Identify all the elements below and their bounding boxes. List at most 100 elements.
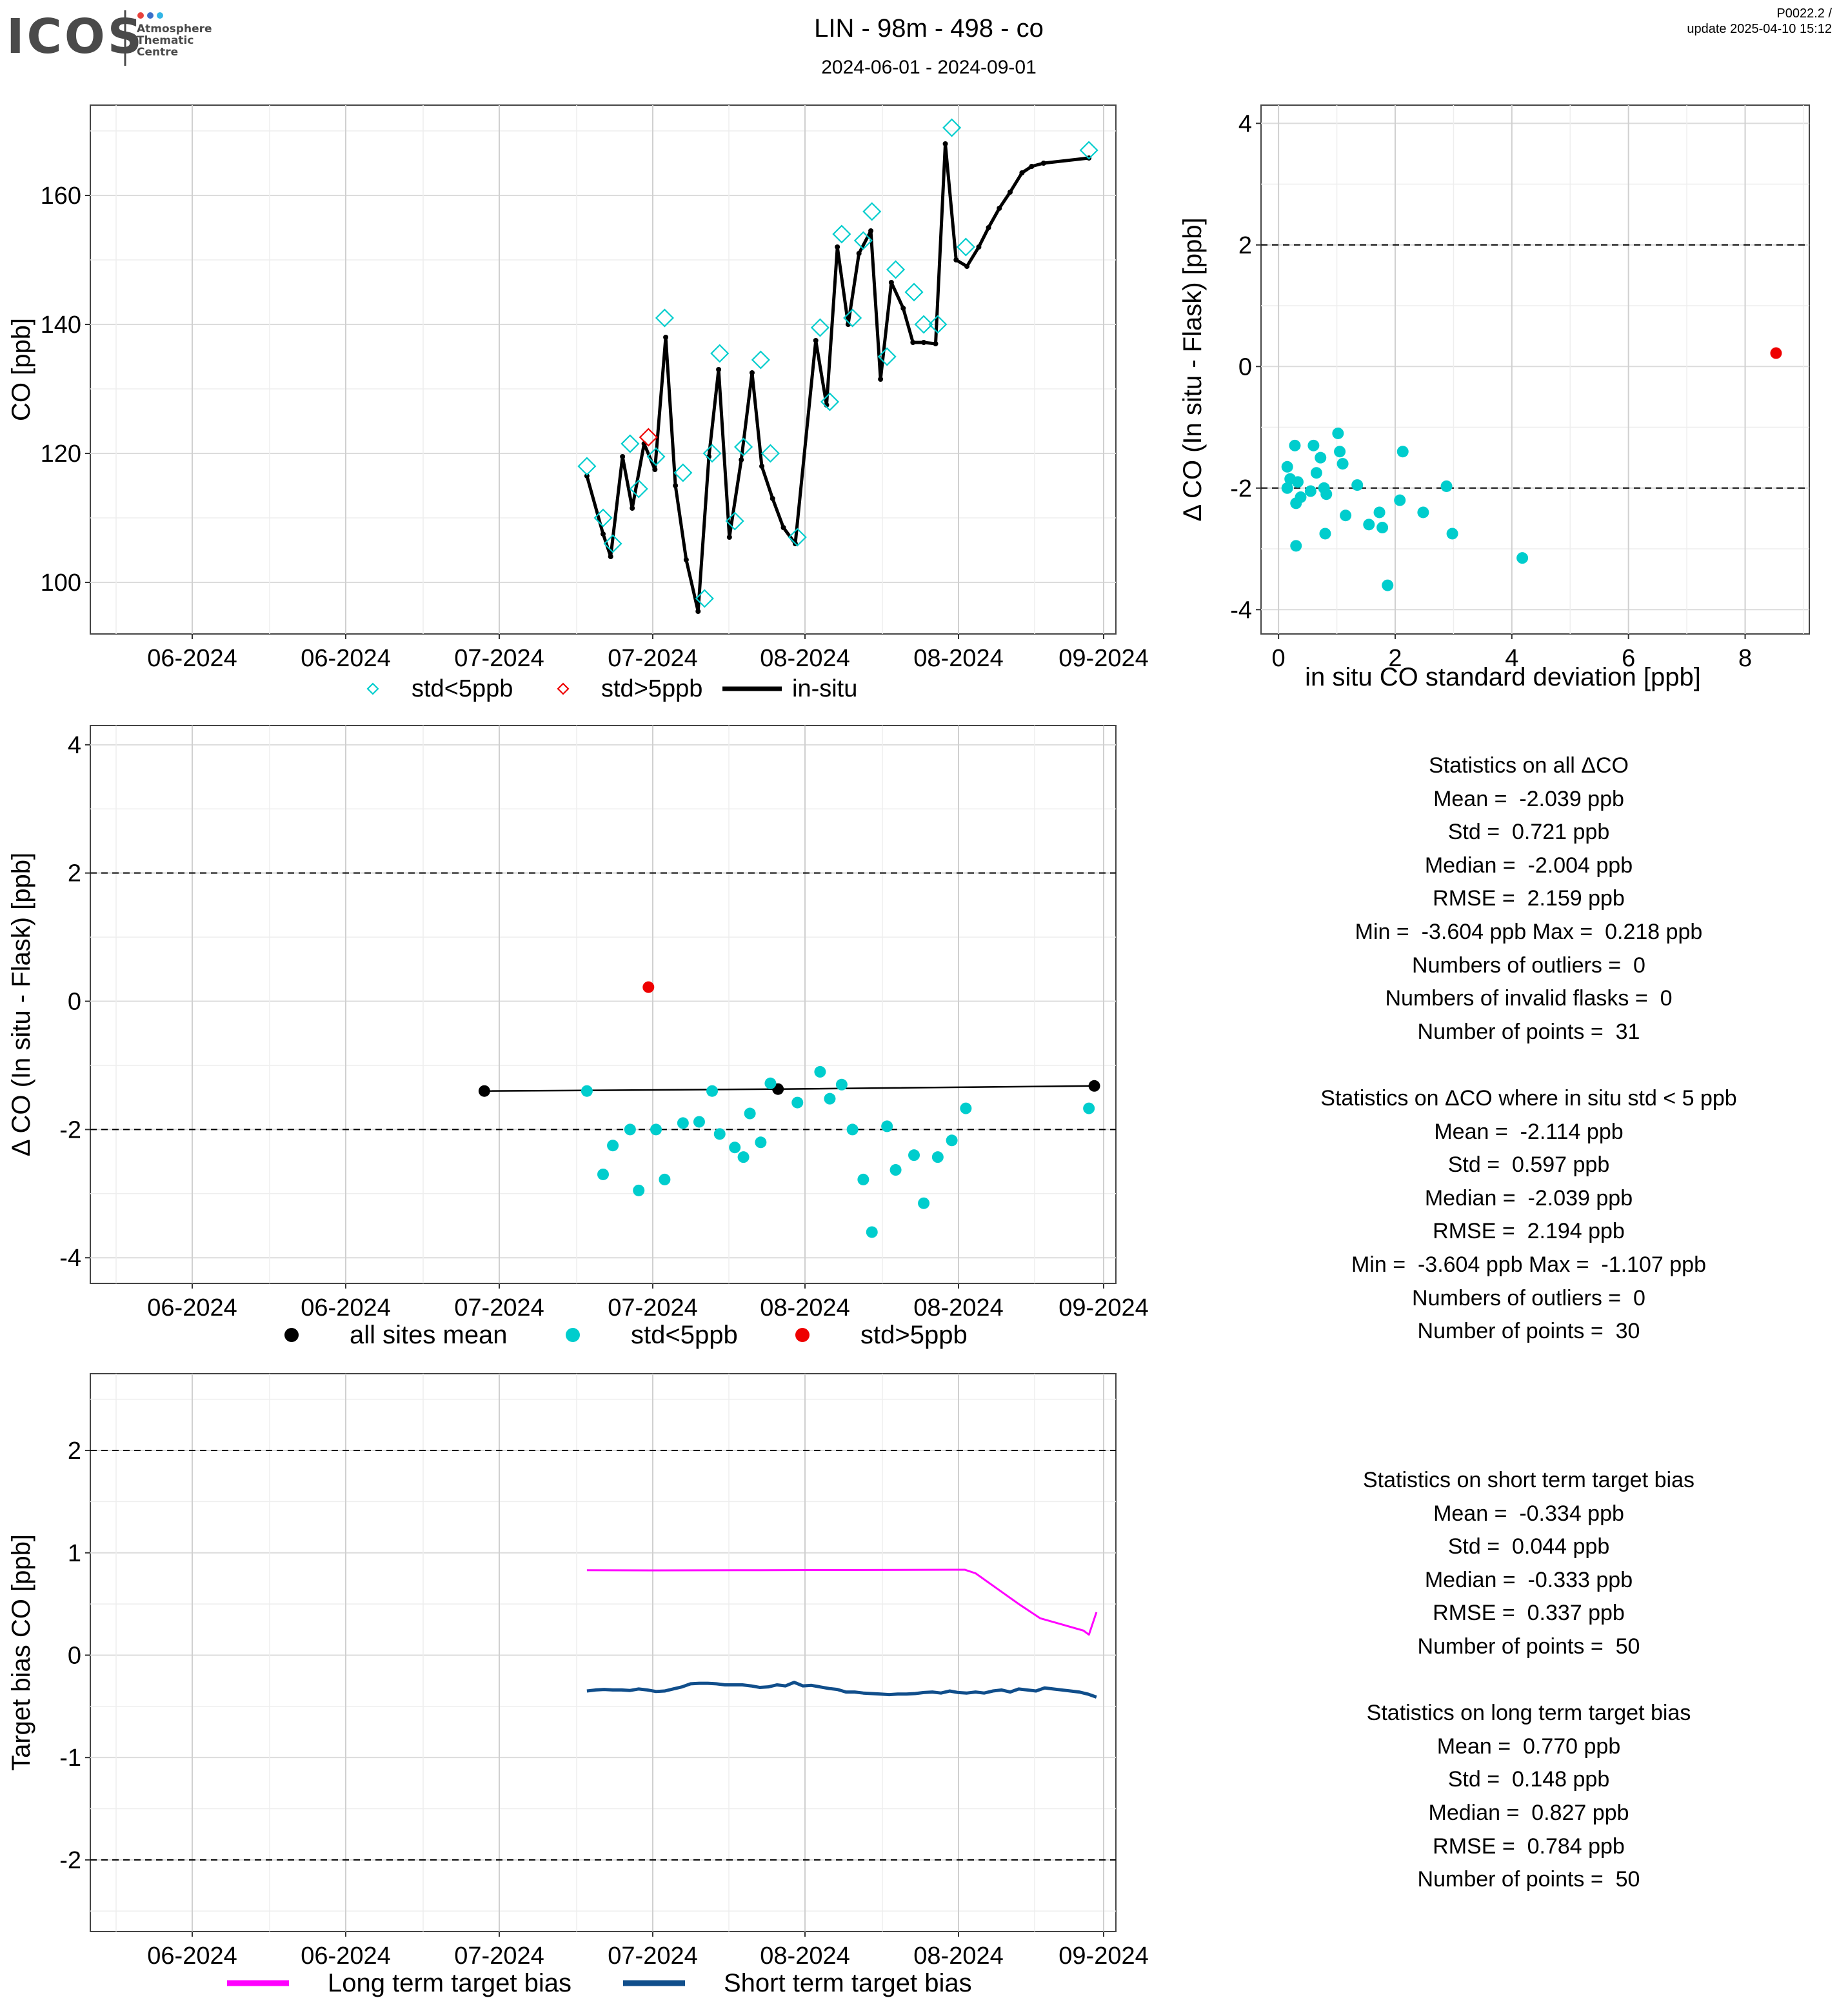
point-std-low bbox=[1290, 540, 1302, 552]
flask-std-low bbox=[577, 457, 597, 476]
y-tick-label: 4 bbox=[68, 732, 81, 759]
x-tick-label: 07-2024 bbox=[608, 645, 697, 672]
page-title: LIN - 98m - 498 - co bbox=[814, 14, 1044, 43]
y-axis-label: Δ CO (In situ - Flask) [ppb] bbox=[7, 853, 35, 1156]
logo-sub-1: Atmosphere bbox=[137, 23, 212, 35]
flask-std-low bbox=[1079, 141, 1098, 160]
point-std-low bbox=[607, 1140, 619, 1152]
flask-std-low bbox=[710, 344, 730, 363]
point-std-low bbox=[624, 1123, 636, 1136]
point-std-low bbox=[1281, 460, 1293, 473]
point-std-high bbox=[642, 981, 655, 993]
mean-point bbox=[1088, 1080, 1100, 1092]
in-situ-point bbox=[726, 535, 732, 540]
point-std-low bbox=[597, 1168, 609, 1180]
x-tick-label: 06-2024 bbox=[147, 645, 237, 672]
stats-line: Mean = -0.334 ppb bbox=[1433, 1501, 1624, 1526]
logo-dot-cyan bbox=[157, 12, 163, 19]
flask-std-low bbox=[832, 224, 851, 244]
ref-label: P0022.2 / bbox=[1776, 6, 1832, 21]
stats-line: Median = -2.004 ppb bbox=[1424, 853, 1633, 878]
flask-std-low bbox=[877, 347, 897, 366]
point-std-low bbox=[1351, 479, 1364, 491]
x-tick-label: 06-2024 bbox=[147, 1294, 237, 1321]
point-std-low bbox=[1396, 446, 1409, 458]
plot-area-target-bias bbox=[90, 1373, 1117, 1932]
plot-area-co bbox=[90, 104, 1117, 635]
update-label: update 2025-04-10 15:12 bbox=[1687, 22, 1832, 36]
flask-std-low bbox=[751, 350, 770, 370]
flask-std-low bbox=[928, 315, 948, 334]
x-tick-label: 0 bbox=[1272, 645, 1286, 672]
in-situ-point bbox=[953, 257, 959, 262]
y-tick-label: 140 bbox=[41, 311, 81, 339]
point-std-low bbox=[946, 1134, 958, 1147]
x-tick-label: 06-2024 bbox=[301, 645, 390, 672]
x-tick-label: 09-2024 bbox=[1058, 1294, 1148, 1321]
x-tick-label: 08-2024 bbox=[913, 645, 1003, 672]
point-std-low bbox=[581, 1085, 593, 1097]
flask-std-low bbox=[904, 282, 924, 302]
y-tick-label: 0 bbox=[68, 1642, 81, 1669]
point-std-low bbox=[1289, 439, 1301, 451]
point-std-low bbox=[791, 1096, 804, 1109]
point-std-low bbox=[866, 1226, 878, 1238]
in-situ-point bbox=[997, 206, 1002, 211]
legend-key-std-high bbox=[795, 1328, 810, 1342]
stats-all-delta: Statistics on all ΔCO Mean = -2.039 ppb St… bbox=[1264, 749, 1793, 1349]
x-tick-label: 07-2024 bbox=[608, 1294, 697, 1321]
point-std-low bbox=[659, 1173, 671, 1185]
legend-key-std-low bbox=[566, 1328, 580, 1342]
y-tick-label: 2 bbox=[68, 1438, 81, 1465]
point-std-low bbox=[729, 1142, 741, 1154]
x-axis-label: in situ CO standard deviation [ppb] bbox=[1305, 663, 1701, 691]
point-std-low bbox=[918, 1197, 930, 1209]
in-situ-point bbox=[868, 228, 874, 233]
in-situ-point bbox=[856, 251, 862, 256]
y-axis-label: CO [ppb] bbox=[7, 318, 35, 421]
in-situ-point bbox=[1019, 170, 1025, 175]
flask-std-low bbox=[760, 444, 780, 463]
point-std-low bbox=[814, 1065, 826, 1078]
flask-std-low bbox=[725, 511, 744, 531]
stats-line: Mean = 0.770 ppb bbox=[1436, 1734, 1621, 1759]
stats-line: Std = 0.148 ppb bbox=[1447, 1767, 1610, 1792]
point-std-low bbox=[1083, 1102, 1095, 1114]
point-std-low bbox=[889, 1164, 902, 1176]
in-situ-point bbox=[584, 473, 590, 479]
stats-line: Std = 0.721 ppb bbox=[1447, 820, 1610, 845]
point-std-low bbox=[1363, 519, 1375, 531]
legend-label-short-term: Short term target bias bbox=[724, 1969, 972, 1997]
in-situ-point bbox=[900, 306, 906, 311]
in-situ-point bbox=[1007, 190, 1013, 195]
stats-line: Min = -3.604 ppb Max = -1.107 ppb bbox=[1351, 1252, 1706, 1277]
point-std-low bbox=[633, 1184, 645, 1196]
point-std-low bbox=[713, 1128, 726, 1140]
in-situ-point bbox=[910, 340, 916, 345]
flask-std-low bbox=[942, 118, 962, 137]
stats-line: Median = 0.827 ppb bbox=[1428, 1800, 1629, 1825]
stats-line: Std = 0.597 ppb bbox=[1447, 1152, 1610, 1178]
point-std-low bbox=[1295, 491, 1307, 503]
x-tick-label: 08-2024 bbox=[760, 645, 849, 672]
flask-std-low bbox=[673, 463, 693, 482]
point-std-low bbox=[744, 1107, 756, 1120]
y-axis-label: Δ CO (In situ - Flask) [ppb] bbox=[1178, 217, 1207, 521]
point-std-low bbox=[1440, 480, 1453, 492]
stats-line: Mean = -2.114 ppb bbox=[1434, 1119, 1624, 1144]
point-std-low bbox=[737, 1151, 750, 1163]
x-tick-label: 07-2024 bbox=[454, 645, 544, 672]
legend-key-mean bbox=[284, 1328, 299, 1342]
x-tick-label: 09-2024 bbox=[1058, 645, 1148, 672]
series-short-term-bias bbox=[586, 1681, 1097, 1699]
flask-std-low bbox=[603, 534, 622, 553]
y-tick-label: -4 bbox=[59, 1245, 81, 1272]
flask-std-low bbox=[810, 318, 830, 337]
mean-point bbox=[478, 1085, 490, 1097]
y-tick-label: -4 bbox=[1230, 597, 1252, 624]
stats-line: RMSE = 0.337 ppb bbox=[1433, 1601, 1625, 1626]
in-situ-point bbox=[933, 341, 939, 346]
x-tick-label: 8 bbox=[1738, 645, 1752, 672]
stats-line: Std = 0.044 ppb bbox=[1447, 1534, 1610, 1559]
legend-label-std-high: std>5ppb bbox=[860, 1321, 968, 1349]
